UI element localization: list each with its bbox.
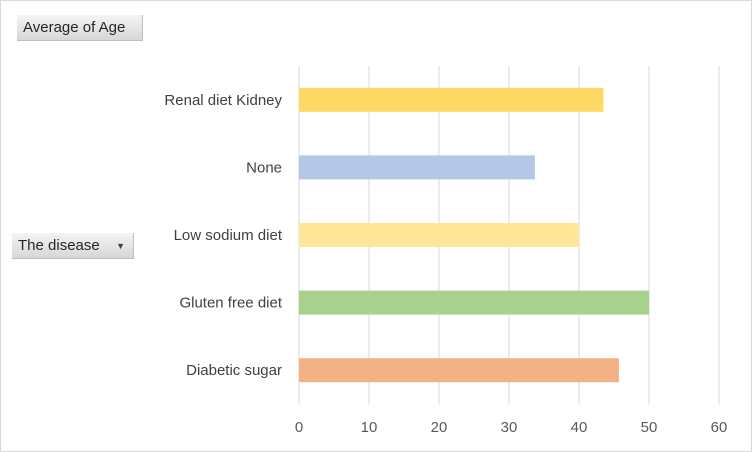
category-label: None (246, 159, 282, 176)
category-label: Renal diet Kidney (164, 92, 282, 109)
bar (299, 87, 604, 112)
bar (299, 358, 619, 383)
category-label: Gluten free diet (179, 295, 282, 312)
category-label: Low sodium diet (174, 227, 283, 244)
value-field-button[interactable]: Average of Age (17, 15, 143, 41)
value-field-label: Average of Age (23, 19, 126, 36)
x-tick-label: 20 (431, 419, 448, 436)
dropdown-arrow-icon[interactable]: ▼ (116, 240, 125, 251)
x-tick-label: 10 (361, 419, 378, 436)
category-labels: Renal diet Kidney None Low sodium diet Glut… (164, 92, 282, 379)
category-label: Diabetic sugar (186, 362, 282, 379)
x-tick-label: 30 (501, 419, 518, 436)
bar (299, 223, 579, 247)
x-tick-label: 0 (295, 419, 303, 436)
axis-field-button[interactable]: The disease ▼ (12, 233, 134, 259)
tick-labels: 0 10 20 30 40 50 60 (295, 419, 728, 436)
x-tick-label: 40 (571, 419, 588, 436)
x-tick-label: 50 (641, 419, 658, 436)
bar (299, 155, 535, 180)
bar (299, 290, 649, 315)
x-tick-label: 60 (711, 419, 728, 436)
gridlines (298, 66, 720, 404)
bars (299, 87, 649, 383)
axis-field-label: The disease (18, 237, 100, 254)
